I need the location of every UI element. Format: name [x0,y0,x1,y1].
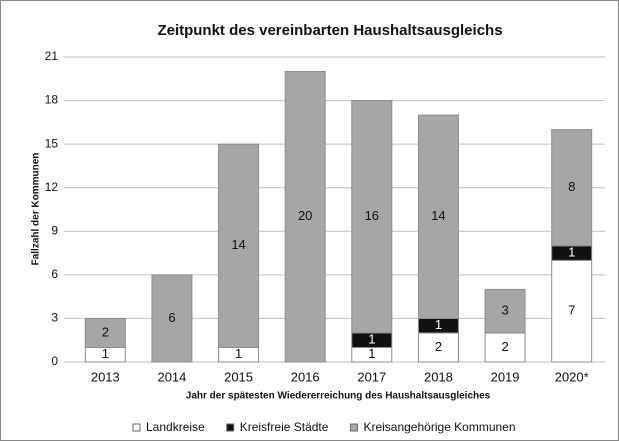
bar-segment [351,100,393,334]
x-tick-label: 2018 [424,369,453,384]
legend-marker [132,423,141,432]
bar-segment [218,143,260,348]
bar-segment [484,288,526,334]
data-label: 20 [298,208,312,223]
y-tick-label: 6 [51,267,58,281]
data-label: 7 [568,303,575,318]
x-tick-label: 2019 [491,369,520,384]
data-label: 1 [102,346,109,361]
data-label: 14 [231,237,245,252]
y-tick-label: 15 [45,136,59,150]
x-tick-label: 2017 [357,369,386,384]
data-label: 1 [568,245,575,260]
x-axis-label: Jahr der spätesten Wiedererreichung des … [186,391,491,402]
y-axis-label: Fallzahl der Kommunen [31,153,42,266]
data-label: 1 [235,346,242,361]
data-label: 16 [365,208,379,223]
bar-segment [551,129,593,247]
data-label: 6 [168,310,175,325]
bar-segment [484,332,526,363]
bar-segment [417,332,459,363]
legend-marker [226,423,235,432]
data-label: 1 [368,332,375,347]
legend-marker [349,423,358,432]
bar-segment [84,317,126,348]
data-label: 1 [435,317,442,332]
y-tick-label: 3 [51,311,58,325]
y-tick-label: 18 [45,93,59,107]
data-label: 2 [102,324,109,339]
y-tick-label: 9 [51,223,58,237]
chart-title: Zeitpunkt des vereinbarten Haushaltsausg… [157,22,502,39]
data-label: 3 [501,303,508,318]
y-tick-label: 21 [45,49,59,63]
legend-label: Kreisangehörige Kommunen [363,420,515,434]
data-label: 8 [568,179,575,194]
y-tick-label: 12 [45,180,59,194]
bar-segment [417,114,459,319]
bar-segment [151,274,193,363]
legend-label: Kreisfreie Städte [240,420,329,434]
data-label: 14 [431,208,445,223]
bar-segment [284,71,326,363]
x-tick-label: 2015 [224,369,253,384]
data-label: 1 [368,346,375,361]
x-tick-label: 2014 [157,369,186,384]
x-tick-label: 2020* [555,369,589,384]
legend-label: Landkreise [146,420,205,434]
y-tick-label: 0 [51,354,58,368]
x-tick-label: 2013 [91,369,120,384]
data-label: 2 [501,339,508,354]
data-label: 2 [435,339,442,354]
x-tick-label: 2016 [291,369,320,384]
